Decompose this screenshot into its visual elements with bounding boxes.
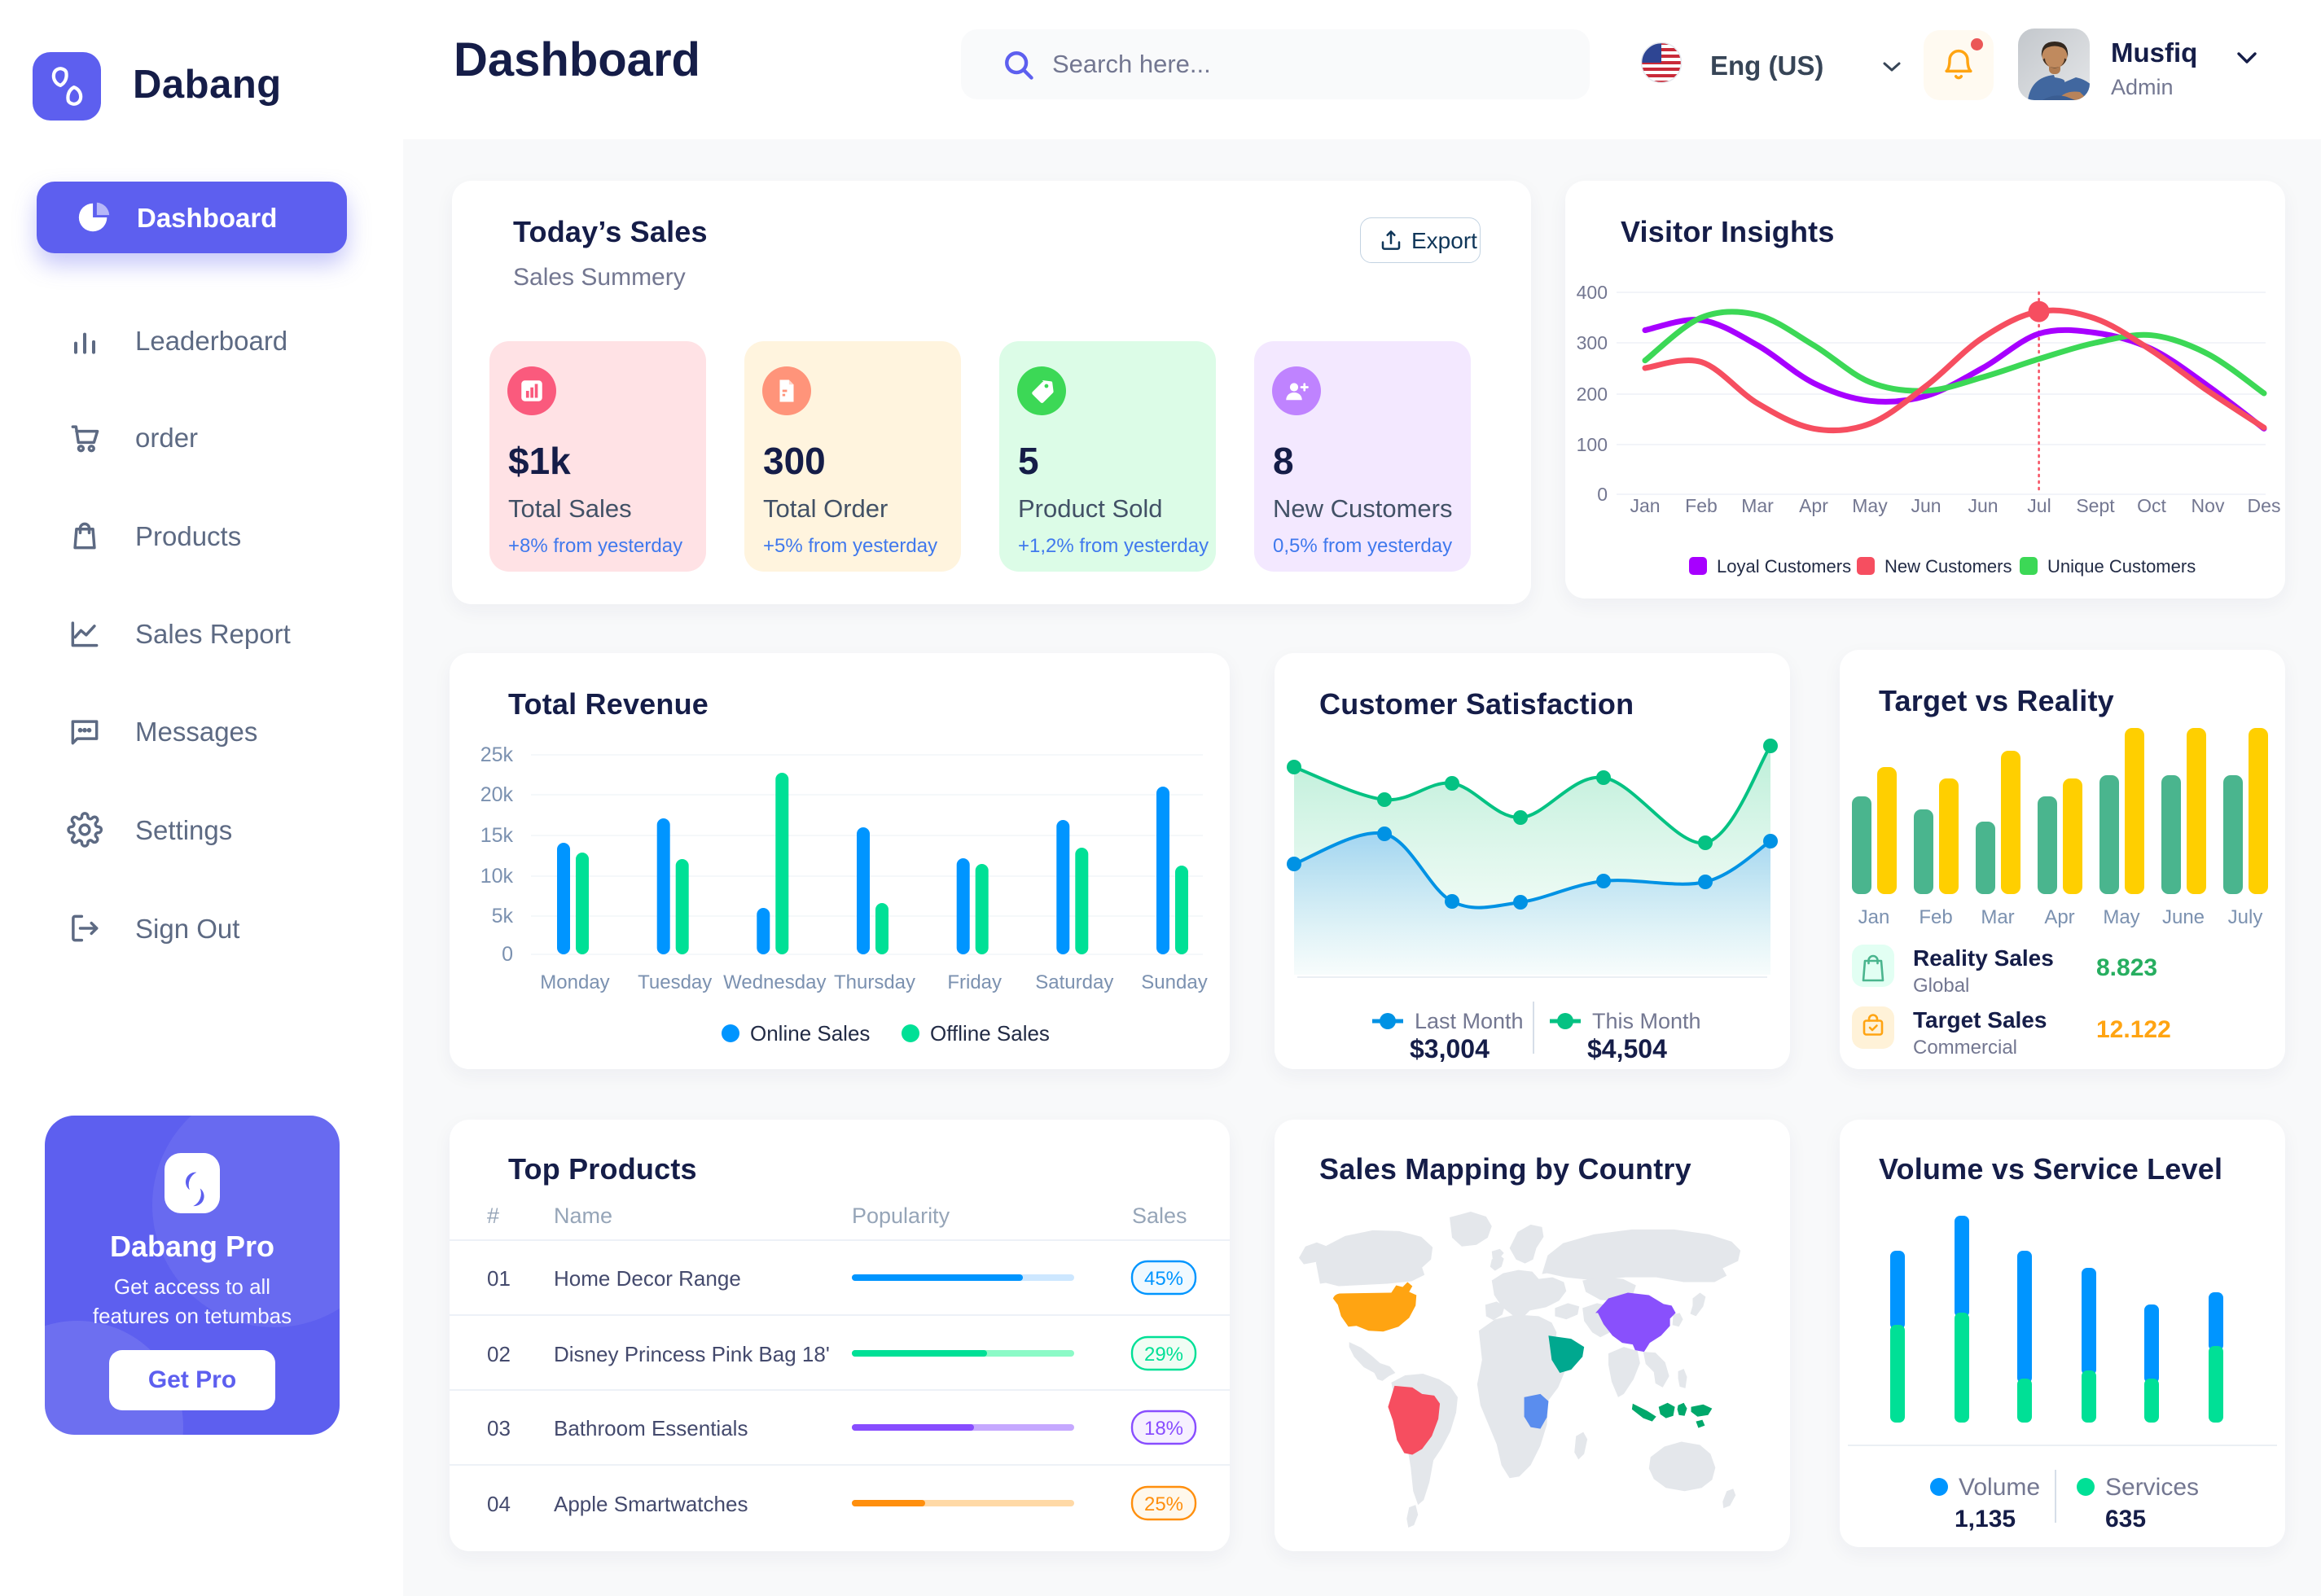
svg-text:Target Sales: Target Sales (1913, 1007, 2047, 1033)
svg-text:300: 300 (1577, 332, 1608, 353)
svg-text:Reality Sales: Reality Sales (1913, 945, 2054, 971)
svg-text:Online Sales: Online Sales (750, 1021, 870, 1046)
svg-text:Apr: Apr (2044, 906, 2074, 928)
svg-text:Last Month: Last Month (1415, 1009, 1524, 1033)
svg-text:Mar: Mar (1741, 495, 1774, 516)
svg-text:May: May (2103, 906, 2139, 928)
svg-text:200: 200 (1577, 384, 1608, 405)
svg-text:Sales: Sales (1132, 1204, 1187, 1228)
svg-text:#: # (487, 1204, 499, 1228)
svg-text:Apple Smartwatches: Apple Smartwatches (554, 1492, 748, 1516)
svg-text:Disney Princess Pink Bag 18': Disney Princess Pink Bag 18' (554, 1342, 830, 1366)
svg-text:04: 04 (487, 1492, 511, 1516)
svg-text:This Month: This Month (1592, 1009, 1701, 1033)
svg-text:0: 0 (1597, 484, 1608, 505)
svg-text:Jan: Jan (1858, 906, 1890, 928)
svg-text:Sunday: Sunday (1141, 971, 1207, 993)
svg-text:July: July (2228, 906, 2263, 928)
svg-text:10k: 10k (480, 865, 514, 888)
svg-text:June: June (2162, 906, 2205, 928)
svg-text:01: 01 (487, 1266, 511, 1291)
svg-text:0: 0 (502, 943, 513, 966)
svg-text:Wednesday: Wednesday (723, 971, 826, 993)
svg-text:Jan: Jan (1630, 495, 1660, 516)
svg-text:Commercial: Commercial (1913, 1037, 2017, 1059)
svg-text:Nov: Nov (2192, 495, 2225, 516)
svg-text:15k: 15k (480, 824, 514, 847)
svg-text:25k: 25k (480, 743, 514, 766)
svg-text:Oct: Oct (2137, 495, 2166, 516)
svg-text:Bathroom Essentials: Bathroom Essentials (554, 1416, 748, 1440)
svg-text:May: May (1852, 495, 1888, 516)
svg-text:25%: 25% (1144, 1493, 1183, 1515)
svg-text:8.823: 8.823 (2096, 954, 2157, 981)
svg-text:Global: Global (1913, 975, 1969, 997)
svg-text:Friday: Friday (947, 971, 1002, 993)
svg-text:Jul: Jul (2027, 495, 2051, 516)
svg-text:Jun: Jun (1968, 495, 1998, 516)
svg-text:Name: Name (554, 1204, 612, 1228)
svg-text:Offline Sales: Offline Sales (930, 1021, 1050, 1046)
svg-text:Thursday: Thursday (834, 971, 915, 993)
svg-text:Volume: Volume (1959, 1474, 2040, 1501)
svg-text:1,135: 1,135 (1955, 1506, 2016, 1532)
svg-text:Unique Customers: Unique Customers (2047, 556, 2196, 577)
svg-text:Mar: Mar (1981, 906, 2014, 928)
svg-text:Jun: Jun (1911, 495, 1941, 516)
svg-text:03: 03 (487, 1416, 511, 1440)
svg-text:Saturday: Saturday (1035, 971, 1113, 993)
svg-text:Sept: Sept (2076, 495, 2115, 516)
svg-text:Home Decor Range: Home Decor Range (554, 1266, 741, 1291)
svg-text:Des: Des (2248, 495, 2281, 516)
svg-text:Monday: Monday (540, 971, 609, 993)
svg-text:$4,504: $4,504 (1587, 1034, 1667, 1063)
svg-text:20k: 20k (480, 783, 514, 806)
svg-text:Feb: Feb (1919, 906, 1952, 928)
svg-text:5k: 5k (492, 905, 514, 927)
svg-text:18%: 18% (1144, 1418, 1183, 1440)
svg-text:New Customers: New Customers (1884, 556, 2012, 577)
svg-text:$3,004: $3,004 (1410, 1034, 1490, 1063)
svg-text:Loyal Customers: Loyal Customers (1717, 556, 1851, 577)
svg-text:Feb: Feb (1685, 495, 1718, 516)
svg-text:Popularity: Popularity (852, 1204, 950, 1228)
svg-text:400: 400 (1577, 282, 1608, 303)
svg-text:02: 02 (487, 1342, 511, 1366)
svg-text:12.122: 12.122 (2096, 1016, 2171, 1043)
svg-text:Apr: Apr (1799, 495, 1828, 516)
svg-text:Services: Services (2105, 1474, 2199, 1501)
svg-text:635: 635 (2105, 1506, 2146, 1532)
svg-text:Tuesday: Tuesday (638, 971, 712, 993)
svg-text:45%: 45% (1144, 1268, 1183, 1290)
svg-text:29%: 29% (1144, 1344, 1183, 1366)
svg-text:100: 100 (1577, 434, 1608, 455)
